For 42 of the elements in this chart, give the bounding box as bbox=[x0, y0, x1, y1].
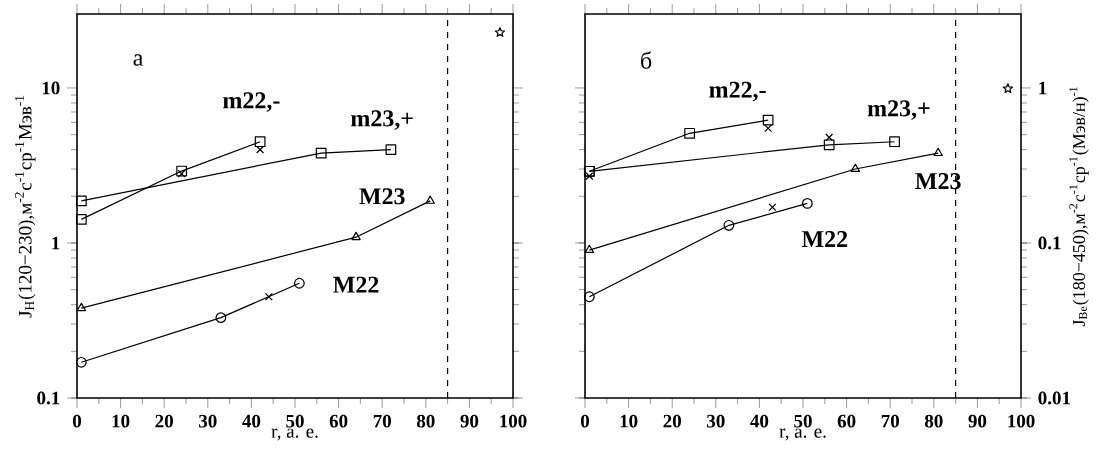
y2-tick-label: 1 bbox=[1039, 81, 1047, 95]
series-label: M23 bbox=[359, 188, 405, 205]
text: J$_{Ве}$(180−450),м$^{-2}$с$^{-1}$ср$^{-1}$(Мэв/н)$^{-1}$ bbox=[1069, 87, 1089, 327]
series-label: m22,- bbox=[223, 92, 280, 112]
x-tick-label: 30 bbox=[707, 414, 725, 428]
x-tick-label: 40 bbox=[242, 414, 261, 428]
x-tick-label: 0 bbox=[580, 414, 590, 428]
x-tick-label: 100 bbox=[1008, 414, 1035, 428]
x-tick-label: 70 bbox=[373, 414, 391, 428]
annotation: а bbox=[133, 54, 144, 66]
x-tick-label: 30 bbox=[199, 414, 217, 428]
series-label: M22 bbox=[801, 230, 848, 247]
x-tick-label: 60 bbox=[329, 414, 348, 428]
series-label: M23 bbox=[915, 173, 961, 190]
y-tick-label: 10 bbox=[42, 81, 60, 95]
x-tick-label: 50 bbox=[286, 414, 304, 428]
x-tick-label: 80 bbox=[416, 414, 435, 428]
x-tick-label: 100 bbox=[500, 414, 527, 428]
x-tick-label: 90 bbox=[968, 414, 987, 428]
x-tick-label: 20 bbox=[155, 414, 173, 428]
x-tick-label: 20 bbox=[663, 414, 681, 428]
text: J$_{Н}$(120−230),м$^{-2}$с$^{-1}$ср$^{-1}$Мэв$^{-1}$ bbox=[14, 95, 36, 318]
x-tick-label: 80 bbox=[924, 414, 943, 428]
x-tick-label: 70 bbox=[881, 414, 899, 428]
x-tick-label: 40 bbox=[750, 414, 769, 428]
y-tick-label: 0.1 bbox=[37, 391, 60, 405]
y-tick-label: 1 bbox=[52, 236, 60, 250]
series-label: m22,- bbox=[709, 81, 766, 102]
x-tick-label: 50 bbox=[794, 414, 812, 428]
series-label: m23,+ bbox=[867, 100, 930, 120]
x-axis-title: r, а. е. bbox=[271, 428, 318, 441]
x-tick-label: 60 bbox=[837, 414, 856, 428]
y2-tick-label: 0.01 bbox=[1038, 391, 1071, 405]
series-label: m23,+ bbox=[351, 110, 413, 130]
series-label: M22 bbox=[333, 276, 379, 293]
x-tick-label: 10 bbox=[112, 414, 130, 428]
y2-tick-label: 0.1 bbox=[1038, 236, 1061, 250]
x-axis-title: r, а. е. bbox=[779, 428, 826, 441]
annotation: б bbox=[641, 51, 652, 69]
x-tick-label: 0 bbox=[72, 414, 82, 428]
x-tick-label: 90 bbox=[460, 414, 479, 428]
x-tick-label: 10 bbox=[620, 414, 638, 428]
